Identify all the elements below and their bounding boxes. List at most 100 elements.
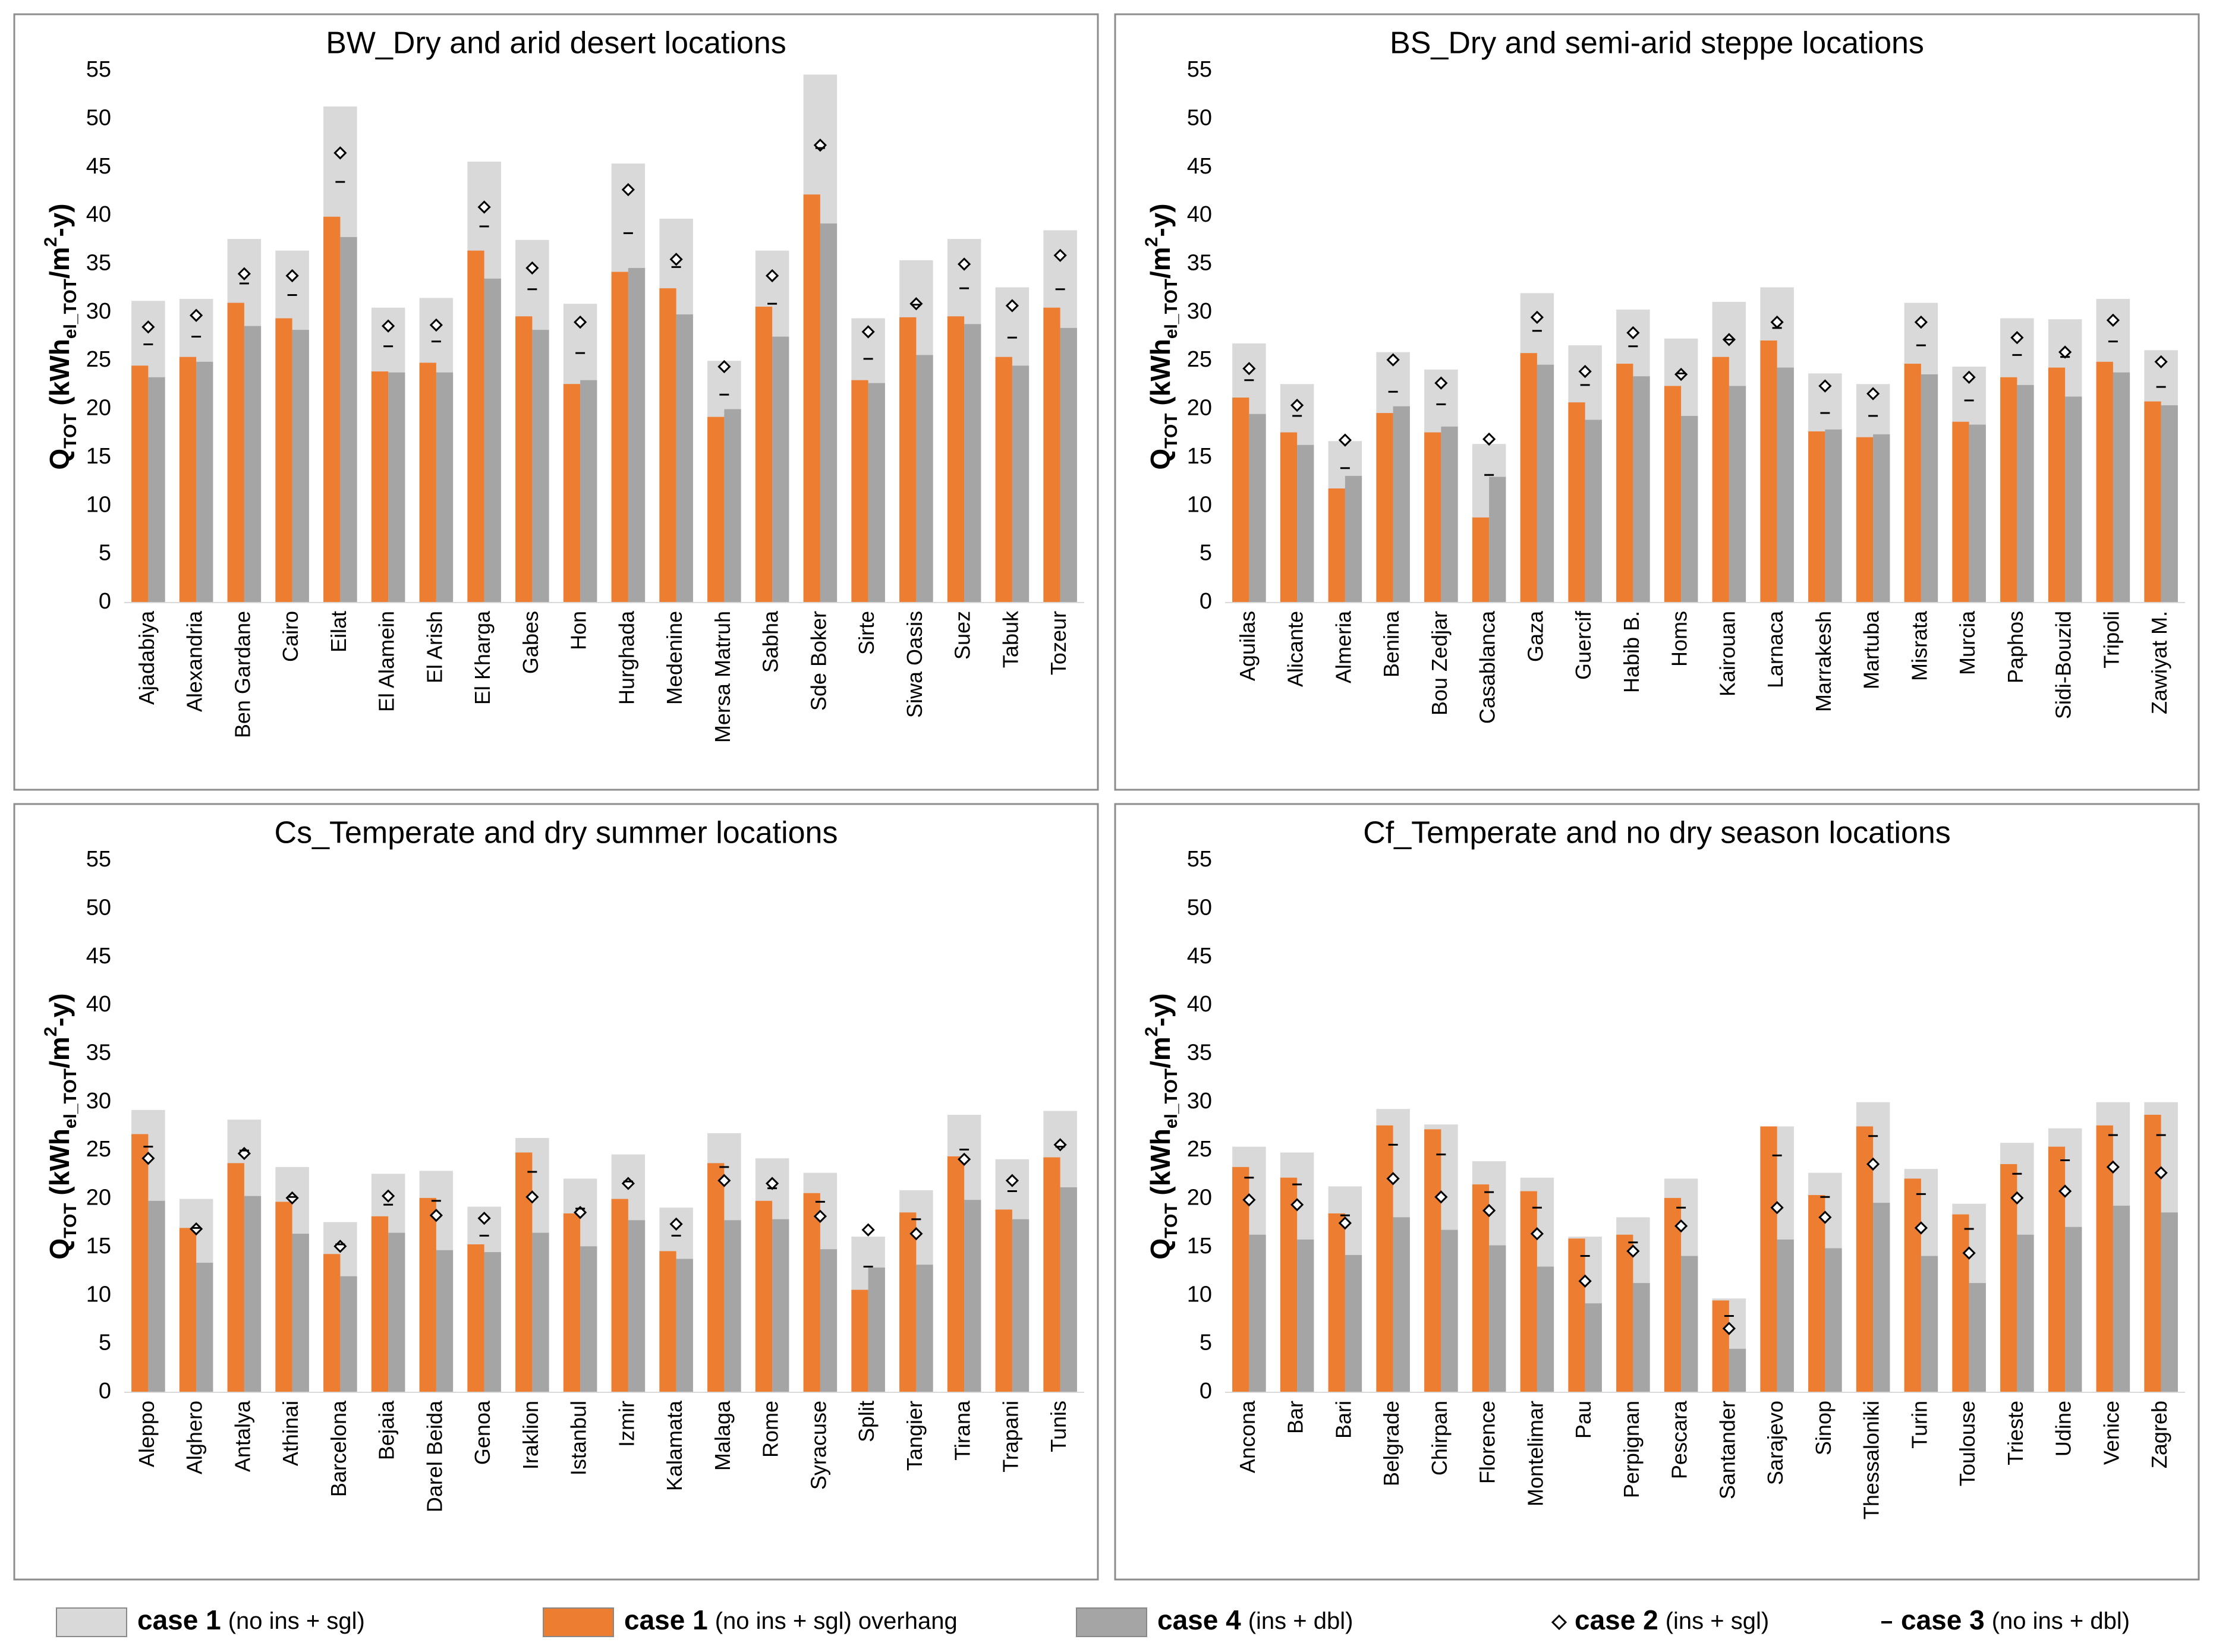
bar [1712,1300,1729,1392]
diamond-marker [1578,1274,1592,1288]
bar [1472,1184,1490,1392]
panel-border [13,13,1099,791]
y-axis-label-part: TOT [61,413,80,448]
bar [1568,1238,1585,1392]
diamond-marker [1005,1174,1019,1187]
bar [1873,1203,1890,1392]
bar [1472,517,1490,603]
bar [1825,429,1842,603]
bar [820,1249,838,1392]
bar [1585,1303,1602,1392]
diamond-marker [1434,376,1448,390]
bar [724,409,741,603]
y-axis-label-part: TOT [61,1203,80,1238]
bar [1060,327,1077,603]
y-axis-label: QTOT (kWhel_TOT/m2-y) [1142,993,1181,1259]
x-tick-label: Tirana [950,1400,975,1461]
diamond-marker [2154,1166,2168,1180]
x-tick-label: Bou Zedjar [1427,611,1452,715]
legend-swatch [56,1607,127,1637]
bar [899,1212,917,1392]
diamond-marker [2154,355,2168,368]
y-axis-label-part: /m [44,1036,75,1068]
x-tick-label: Sidi-Bouzid [2051,611,2076,719]
diamond-marker [861,1223,875,1237]
bar [2017,384,2034,603]
bar [244,1196,262,1392]
y-tick-label: 0 [99,1379,111,1404]
diamond-marker [1722,1322,1736,1335]
x-tick-label: Rome [758,1401,783,1458]
x-tick-label: Siwa Oasis [902,611,927,718]
chart-panel: Cs_Temperate and dry summer locations QTO… [13,803,1099,1581]
bar [419,1197,436,1392]
legend-item: case 1 (no ins + sgl) overhang [543,1604,958,1637]
y-tick-label: 20 [86,1186,111,1210]
y-tick-label: 40 [86,202,111,227]
bar [1249,414,1266,603]
panel-border [1114,13,2200,791]
bar [196,361,213,603]
diamond-marker [382,1189,395,1203]
legend-item: case 1 (no ins + sgl) [56,1604,365,1637]
x-tick-label: Kairouan [1715,611,1739,696]
bar [2048,1146,2066,1392]
bar [964,324,981,603]
bar [1856,1126,1874,1392]
x-tick-label: Florence [1475,1401,1500,1484]
bar [292,1234,309,1392]
diamond-marker [2010,1191,2024,1205]
bar [563,384,581,603]
bar [1441,426,1458,603]
diamond-marker [766,269,779,283]
bar [1489,1245,1506,1392]
bar [1537,1266,1554,1392]
y-tick-label: 15 [86,444,111,469]
diamond-marker [1914,315,1928,329]
diamond-marker [1482,432,1496,446]
bar [1904,1178,1921,1392]
y-axis-label-part: /m [1145,247,1176,279]
diamond-marker [1482,1203,1496,1218]
x-tick-label: Benina [1379,610,1403,677]
bar [1232,1167,1249,1392]
x-tick-label: Tabuk [998,610,1022,668]
bar [1616,364,1633,603]
legend-detail: (no ins + sgl) overhang [715,1608,958,1634]
diamond-marker [285,269,299,283]
y-tick-label: 50 [86,105,111,130]
bar [196,1262,213,1392]
bar [995,1209,1012,1392]
y-tick-label: 55 [1187,57,1212,82]
bar [227,302,244,603]
x-tick-label: Zagreb [2147,1401,2171,1468]
bar [1424,432,1441,603]
x-tick-label: Iraklion [518,1401,543,1470]
diamond-marker [1866,1157,1880,1171]
y-tick-label: 35 [86,1040,111,1065]
y-tick-label: 55 [86,847,111,872]
x-tick-label: Darel Beida [422,1400,446,1512]
bar [868,1268,885,1392]
legend-swatch [1076,1607,1147,1637]
y-tick-label: 5 [1200,1331,1212,1355]
diamond-marker [2010,331,2024,345]
bar [323,1254,341,1392]
bar [580,380,597,603]
bar [179,357,197,603]
bar [707,1163,725,1392]
bar [755,307,773,603]
y-axis-label-part: -y) [44,993,75,1026]
x-tick-label: Alghero [182,1401,207,1474]
bar [275,318,292,603]
x-tick-label: Chirpan [1427,1401,1452,1476]
x-tick-label: Udine [2051,1401,2076,1456]
bar [1280,1177,1298,1392]
panel-border [13,803,1099,1581]
x-tick-label: Santander [1715,1401,1739,1499]
bar [2144,1114,2161,1392]
bar [532,1232,549,1392]
legend-item: case 2 (ins + sgl) [1551,1604,1769,1635]
x-tick-label: Mersa Matruh [710,611,735,743]
